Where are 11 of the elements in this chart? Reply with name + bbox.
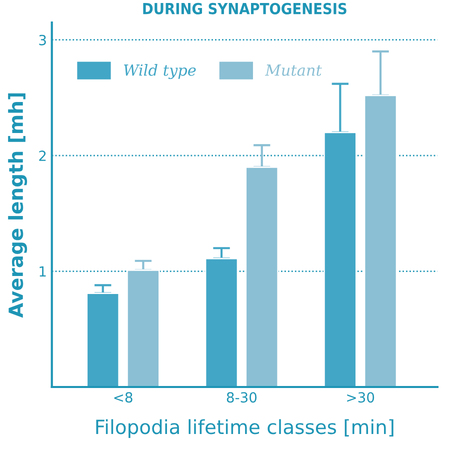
x-tick-label: 8-30: [226, 392, 257, 403]
y-tick-label: 1: [40, 266, 46, 277]
legend-label: Mutant: [264, 64, 322, 76]
y-tick-label: 2: [39, 150, 46, 161]
y-axis-title: Average length [mh]: [8, 93, 28, 318]
legend-label: Wild type: [124, 64, 196, 80]
x-tick-label: <8: [114, 392, 132, 403]
x-tick-label: >30: [347, 392, 374, 403]
chart-title: DURING SYNAPTOGENESIS: [143, 2, 346, 14]
x-axis-title: Filopodia lifetime classes [min]: [96, 419, 394, 438]
y-tick-label: 3: [39, 34, 46, 46]
